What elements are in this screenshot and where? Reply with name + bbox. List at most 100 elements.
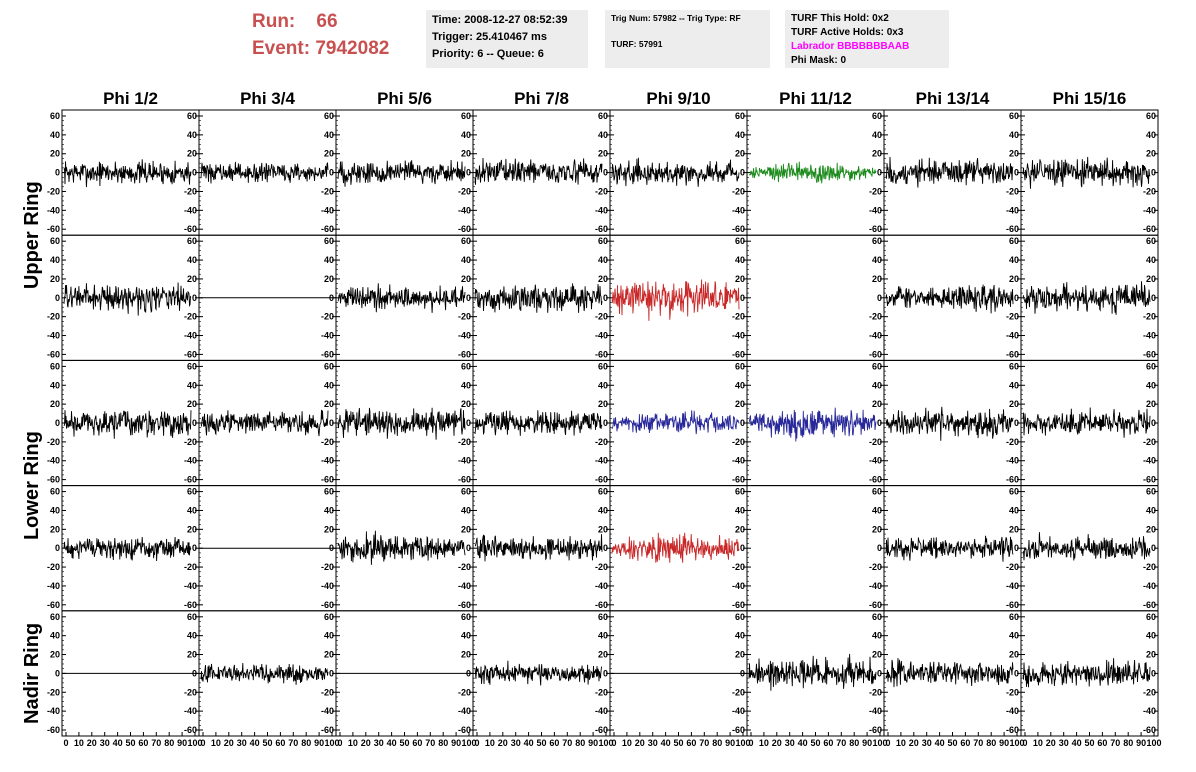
y-tick-label: 60 bbox=[1146, 236, 1156, 246]
y-tick-label: -20 bbox=[1006, 312, 1019, 322]
y-tick-label: -40 bbox=[47, 706, 60, 716]
y-tick-label: 40 bbox=[461, 130, 471, 140]
y-tick-label: -40 bbox=[1143, 205, 1156, 215]
y-tick-label: -20 bbox=[458, 562, 471, 572]
y-tick-label: -40 bbox=[184, 706, 197, 716]
y-tick-label: -60 bbox=[184, 475, 197, 485]
y-tick-label: 20 bbox=[187, 524, 197, 534]
column-title: Phi 9/10 bbox=[646, 89, 710, 108]
x-tick-label: 70 bbox=[1110, 738, 1120, 748]
x-tick-label: 30 bbox=[785, 738, 795, 748]
y-tick-label: 20 bbox=[735, 524, 745, 534]
y-tick-label: 60 bbox=[324, 612, 334, 622]
y-tick-label: 20 bbox=[1009, 399, 1019, 409]
column-title: Phi 3/4 bbox=[240, 89, 295, 108]
y-tick-label: -60 bbox=[458, 725, 471, 735]
y-tick-label: -40 bbox=[732, 205, 745, 215]
y-tick-label: 40 bbox=[461, 505, 471, 515]
run-label: Run: bbox=[252, 11, 296, 32]
y-tick-label: 40 bbox=[872, 255, 882, 265]
x-tick-label: 20 bbox=[1046, 738, 1056, 748]
y-tick-label: -20 bbox=[1143, 437, 1156, 447]
y-tick-label: -20 bbox=[1006, 687, 1019, 697]
x-tick-label: 10 bbox=[896, 738, 906, 748]
x-tick-label: 10 bbox=[622, 738, 632, 748]
y-tick-label: 40 bbox=[1146, 631, 1156, 641]
y-tick-label: 40 bbox=[735, 631, 745, 641]
x-tick-label: 40 bbox=[250, 738, 260, 748]
y-tick-label: 60 bbox=[324, 111, 334, 121]
y-tick-label: -20 bbox=[1143, 687, 1156, 697]
x-tick-label: 70 bbox=[562, 738, 572, 748]
y-tick-label: -20 bbox=[1143, 186, 1156, 196]
x-tick-label: 30 bbox=[374, 738, 384, 748]
column-title: Phi 1/2 bbox=[103, 89, 158, 108]
y-tick-label: 0 bbox=[603, 668, 608, 678]
y-tick-label: 0 bbox=[877, 543, 882, 553]
x-tick-label: 30 bbox=[100, 738, 110, 748]
y-tick-label: 40 bbox=[735, 130, 745, 140]
y-tick-label: -60 bbox=[869, 224, 882, 234]
waveform-trace bbox=[611, 532, 740, 563]
y-tick-label: 60 bbox=[50, 612, 60, 622]
y-tick-label: 0 bbox=[466, 293, 471, 303]
x-tick-label: 40 bbox=[113, 738, 123, 748]
y-tick-label: 0 bbox=[1014, 418, 1019, 428]
x-tick-label: 20 bbox=[361, 738, 371, 748]
y-tick-label: -60 bbox=[1006, 600, 1019, 610]
waveform-trace bbox=[63, 282, 192, 316]
y-tick-label: -20 bbox=[458, 437, 471, 447]
x-tick-label: 70 bbox=[836, 738, 846, 748]
waveform-trace bbox=[200, 662, 329, 685]
waveform-trace bbox=[337, 283, 466, 313]
y-tick-label: 60 bbox=[735, 612, 745, 622]
x-tick-label: 100 bbox=[1146, 738, 1161, 748]
waveform-trace bbox=[474, 157, 603, 185]
x-tick-label: 50 bbox=[262, 738, 272, 748]
y-tick-label: -60 bbox=[321, 600, 334, 610]
y-tick-label: 20 bbox=[1146, 650, 1156, 660]
y-tick-label: 40 bbox=[324, 505, 334, 515]
x-tick-label: 80 bbox=[301, 738, 311, 748]
y-tick-label: -40 bbox=[321, 456, 334, 466]
waveform-trace bbox=[200, 409, 329, 437]
y-tick-label: 20 bbox=[324, 650, 334, 660]
y-tick-label: 60 bbox=[598, 361, 608, 371]
y-tick-label: -40 bbox=[869, 205, 882, 215]
y-tick-label: -60 bbox=[595, 725, 608, 735]
y-tick-label: -60 bbox=[458, 475, 471, 485]
waveform-trace bbox=[337, 159, 466, 187]
y-tick-label: -60 bbox=[321, 224, 334, 234]
x-tick-label: 60 bbox=[823, 738, 833, 748]
y-tick-label: -20 bbox=[184, 437, 197, 447]
x-tick-label: 60 bbox=[686, 738, 696, 748]
x-tick-label: 40 bbox=[1072, 738, 1082, 748]
x-tick-label: 50 bbox=[536, 738, 546, 748]
y-tick-label: 60 bbox=[50, 111, 60, 121]
y-tick-label: -20 bbox=[732, 687, 745, 697]
y-tick-label: 60 bbox=[50, 236, 60, 246]
y-tick-label: 60 bbox=[187, 487, 197, 497]
y-tick-label: -60 bbox=[869, 349, 882, 359]
y-tick-label: -20 bbox=[1006, 437, 1019, 447]
x-tick-label: 100 bbox=[324, 738, 339, 748]
x-tick-label: 20 bbox=[772, 738, 782, 748]
y-tick-label: 0 bbox=[55, 543, 60, 553]
y-tick-label: 60 bbox=[324, 236, 334, 246]
y-tick-label: 40 bbox=[872, 631, 882, 641]
x-tick-label: 10 bbox=[1033, 738, 1043, 748]
y-tick-label: 40 bbox=[735, 380, 745, 390]
y-tick-label: -20 bbox=[595, 437, 608, 447]
x-tick-label: 50 bbox=[125, 738, 135, 748]
priority-text: Priority: 6 -- Queue: 6 bbox=[432, 48, 544, 60]
x-tick-label: 10 bbox=[74, 738, 84, 748]
turf-hold-text: TURF This Hold: 0x2 bbox=[791, 13, 889, 24]
y-tick-label: -40 bbox=[321, 205, 334, 215]
y-tick-label: 60 bbox=[461, 361, 471, 371]
y-tick-label: -20 bbox=[869, 687, 882, 697]
x-tick-label: 80 bbox=[164, 738, 174, 748]
trigger-text: Trigger: 25.410467 ms bbox=[432, 31, 547, 43]
x-tick-label: 50 bbox=[1084, 738, 1094, 748]
y-tick-label: 60 bbox=[872, 111, 882, 121]
